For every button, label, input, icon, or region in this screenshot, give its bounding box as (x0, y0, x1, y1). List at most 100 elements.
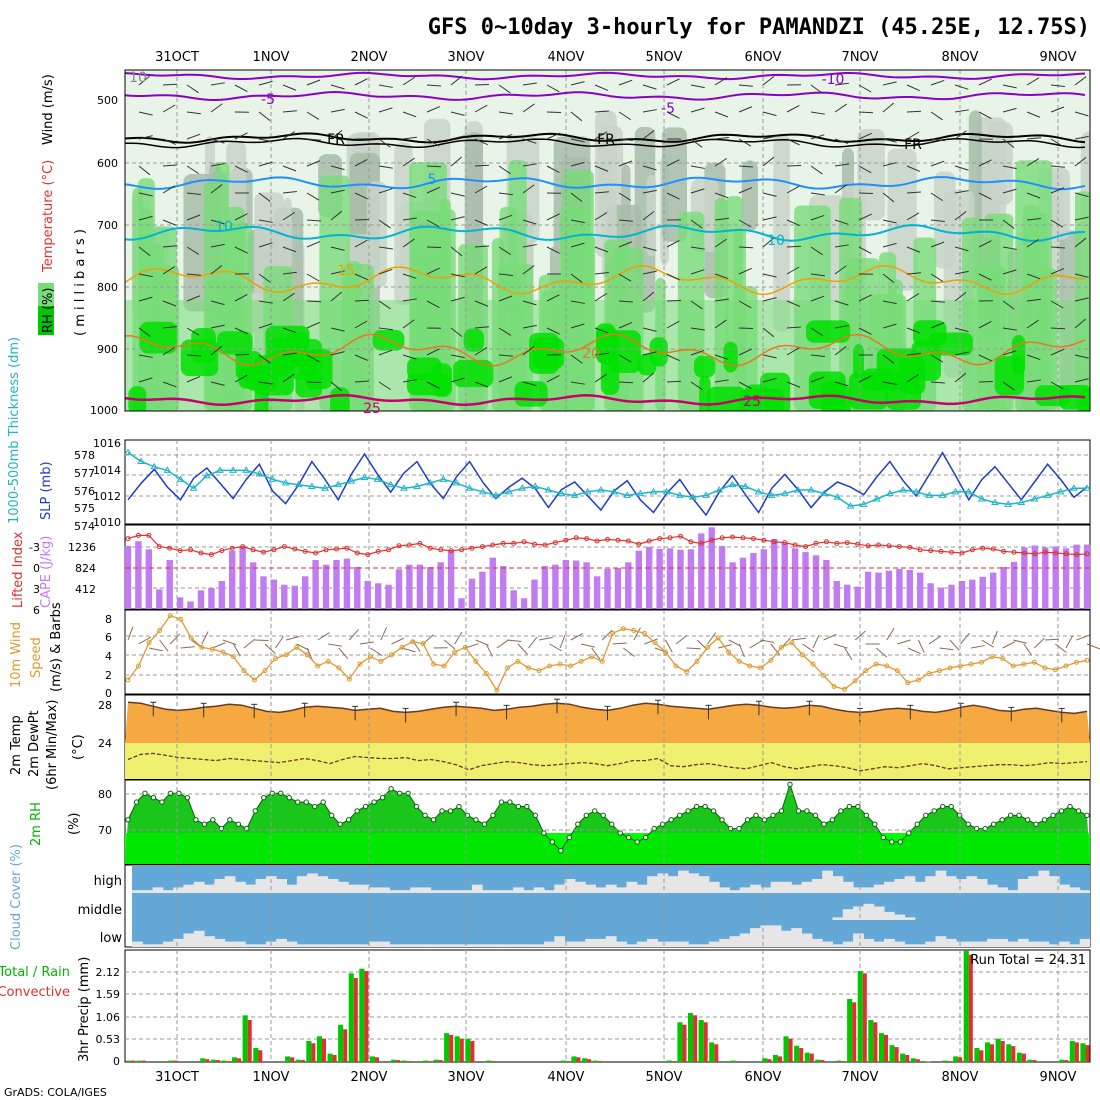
wind-barb (810, 354, 825, 357)
wind-barb (1074, 216, 1089, 221)
wind-barb-10m (770, 643, 781, 656)
cloud-low-bar (657, 941, 669, 947)
contour-label: -10 (822, 72, 845, 88)
wind-barb (402, 319, 415, 329)
precip-total-bar (1069, 1041, 1075, 1062)
cloud-low-bar (544, 941, 555, 947)
thickness-point (833, 493, 842, 500)
rh-point (583, 812, 589, 819)
wind-barb (162, 245, 177, 248)
cape-bar (541, 566, 549, 609)
slp-tick: 1010 (93, 516, 121, 529)
cloud-low-bar (410, 944, 421, 947)
precip-conv-bar (767, 1059, 772, 1062)
cloud-high-bar (162, 890, 174, 893)
cape-bar (958, 581, 966, 609)
li-point (834, 540, 840, 546)
wind-barb (954, 291, 967, 302)
cloud-low-bar (235, 941, 246, 947)
wind-barb (450, 75, 463, 86)
wind-barb-10m (612, 642, 627, 645)
wind-barb (906, 246, 921, 253)
cloud-high-bar (853, 887, 864, 893)
rh-point (261, 794, 267, 801)
precip-total-bar (571, 1056, 577, 1062)
wind-barb (426, 106, 441, 113)
cloud-high-bar (1048, 876, 1060, 893)
cloud-low-bar (636, 941, 648, 947)
li-point (938, 548, 944, 554)
wind-barb (810, 273, 825, 277)
cloud-high-bar (265, 876, 277, 893)
li-point (459, 547, 465, 553)
wind-barb (282, 246, 297, 253)
wind-barb (354, 380, 370, 383)
cape-bar (1042, 547, 1049, 609)
li-point (490, 542, 496, 548)
wind-barb (402, 192, 417, 199)
wind-barb (1002, 138, 1015, 149)
cloud-high-bar (1079, 890, 1090, 893)
date-label-bottom: 3NOV (448, 1070, 485, 1085)
thickness-point (544, 486, 553, 493)
cloud-low-bar (255, 944, 267, 947)
precip-conv-bar (258, 1050, 263, 1062)
wind-barb (306, 111, 320, 120)
cloud-low-bar (781, 930, 792, 947)
cloud-low-bar (214, 938, 226, 947)
wind-barb (762, 192, 777, 197)
rh-region-saturated (806, 320, 851, 343)
cape-bar (604, 568, 611, 609)
precip-tick: 1.06 (96, 1011, 121, 1024)
wind-label: Wind (m/s) (41, 74, 56, 145)
thickness-point (623, 491, 632, 498)
wind-barb (138, 75, 151, 86)
li-point (354, 550, 360, 556)
wind-barb (762, 354, 777, 359)
precip-total-bar (953, 1056, 959, 1062)
wind-barb (306, 160, 321, 167)
rh-point (184, 794, 191, 801)
wind-barb (354, 111, 368, 119)
wind-barb (186, 246, 200, 255)
precip-total-bar (974, 1048, 980, 1062)
wind-barb (210, 103, 223, 113)
precip-total-bar (698, 1020, 704, 1062)
rh-point (498, 799, 505, 805)
cloud-low-bar (245, 944, 257, 947)
wind-barb (786, 326, 802, 329)
wind-barb (162, 164, 178, 167)
wind-barb (138, 111, 153, 116)
wind-barb (330, 327, 345, 332)
wind-barb (282, 352, 297, 356)
wind-barb (666, 78, 680, 86)
wind-speed-point (304, 652, 310, 658)
wind-barb-10m (1086, 643, 1100, 650)
wind-barb (402, 157, 415, 167)
cloud-low-bar (1079, 938, 1090, 947)
li-point (386, 547, 392, 553)
precip-conv-bar (1085, 1045, 1090, 1062)
wind-speed-point (399, 644, 405, 650)
pressure-tick: 800 (97, 281, 118, 294)
wind-barb-10m (212, 642, 226, 649)
wind-barb (594, 292, 608, 302)
wind-barb (978, 159, 992, 167)
wind-barb-10m (359, 641, 374, 645)
rh-region-moist (736, 286, 758, 411)
cloud-high-bar (657, 873, 669, 893)
wind-barb (690, 107, 705, 113)
li-point (1032, 551, 1038, 557)
date-label-top: 4NOV (548, 50, 585, 65)
wind-barb (498, 111, 513, 115)
thickness-tick: 574 (74, 520, 95, 533)
cape-bar (666, 548, 674, 609)
minmax-label: (6hr Min/Max) (45, 700, 60, 790)
wind-barb (138, 135, 153, 140)
cape-bar (218, 581, 225, 609)
cloud-high-bar (904, 876, 916, 893)
cloud-high-bar (987, 884, 998, 893)
cape-bar (917, 572, 924, 609)
wind-barb (402, 379, 417, 383)
wind-speed-point (262, 668, 268, 674)
